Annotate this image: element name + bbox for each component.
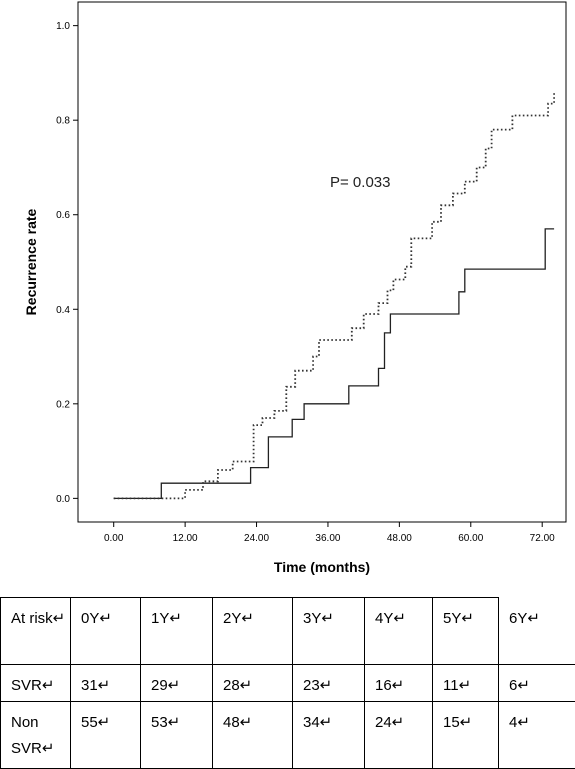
table-header-row: At risk↵ 0Y↵ 1Y↵ 2Y↵ 3Y↵ 4Y↵ 5Y↵ 6Y↵ bbox=[1, 598, 575, 665]
value-cell: 15↵ bbox=[433, 702, 499, 769]
header-cell: 2Y↵ bbox=[213, 598, 293, 665]
x-tick-label: 12.00 bbox=[173, 533, 198, 544]
header-cell: 1Y↵ bbox=[141, 598, 213, 665]
value-cell: 34↵ bbox=[293, 702, 365, 769]
y-tick-label: 0.2 bbox=[56, 399, 70, 410]
value-cell: 29↵ bbox=[141, 665, 213, 702]
row-label-cell: SVR↵ bbox=[1, 665, 71, 702]
value-cell: 53↵ bbox=[141, 702, 213, 769]
y-tick-label: 0.0 bbox=[56, 494, 70, 505]
value-cell: 6↵ bbox=[499, 665, 575, 702]
x-axis-label: Time (months) bbox=[274, 559, 370, 575]
km-chart: 0.0 0.2 0.4 0.6 0.8 1.0 0.00 12.00 24.00 36.00 48… bbox=[0, 0, 575, 590]
x-tick-label: 36.00 bbox=[315, 533, 340, 544]
y-axis-label: Recurrence rate bbox=[23, 208, 39, 315]
value-cell: 11↵ bbox=[433, 665, 499, 702]
header-cell: 5Y↵ bbox=[433, 598, 499, 665]
value-cell: 31↵ bbox=[71, 665, 141, 702]
x-tick-label: 72.00 bbox=[530, 533, 555, 544]
header-cell: 3Y↵ bbox=[293, 598, 365, 665]
x-tick-label: 60.00 bbox=[458, 533, 483, 544]
y-axis: 0.0 0.2 0.4 0.6 0.8 1.0 bbox=[56, 21, 78, 505]
header-cell: 0Y↵ bbox=[71, 598, 141, 665]
header-cell: At risk↵ bbox=[1, 598, 71, 665]
header-cell: 6Y↵ bbox=[499, 598, 575, 665]
value-cell: 28↵ bbox=[213, 665, 293, 702]
header-cell: 4Y↵ bbox=[365, 598, 433, 665]
x-tick-label: 24.00 bbox=[244, 533, 269, 544]
at-risk-table: At risk↵ 0Y↵ 1Y↵ 2Y↵ 3Y↵ 4Y↵ 5Y↵ 6Y↵ SVR… bbox=[0, 597, 575, 769]
y-tick-label: 0.8 bbox=[56, 116, 70, 127]
plot-frame bbox=[78, 2, 566, 522]
value-cell: 55↵ bbox=[71, 702, 141, 769]
y-tick-label: 0.4 bbox=[56, 305, 70, 316]
table-row: SVR↵ 31↵ 29↵ 28↵ 23↵ 16↵ 11↵ 6↵ ↵ bbox=[1, 665, 575, 702]
value-cell: 24↵ bbox=[365, 702, 433, 769]
p-value-annotation: P= 0.033 bbox=[330, 174, 390, 191]
y-tick-label: 1.0 bbox=[56, 21, 70, 32]
table-row: Non SVR↵ 55↵ 53↵ 48↵ 34↵ 24↵ 15↵ 4↵ ↵ bbox=[1, 702, 575, 769]
x-axis: 0.00 12.00 24.00 36.00 48.00 60.00 72.00 bbox=[104, 522, 555, 544]
value-cell: 23↵ bbox=[293, 665, 365, 702]
row-label-cell: Non SVR↵ bbox=[1, 702, 71, 769]
value-cell: 16↵ bbox=[365, 665, 433, 702]
x-tick-label: 0.00 bbox=[104, 533, 124, 544]
value-cell: 4↵ bbox=[499, 702, 575, 769]
y-tick-label: 0.6 bbox=[56, 210, 70, 221]
value-cell: 48↵ bbox=[213, 702, 293, 769]
x-tick-label: 48.00 bbox=[387, 533, 412, 544]
